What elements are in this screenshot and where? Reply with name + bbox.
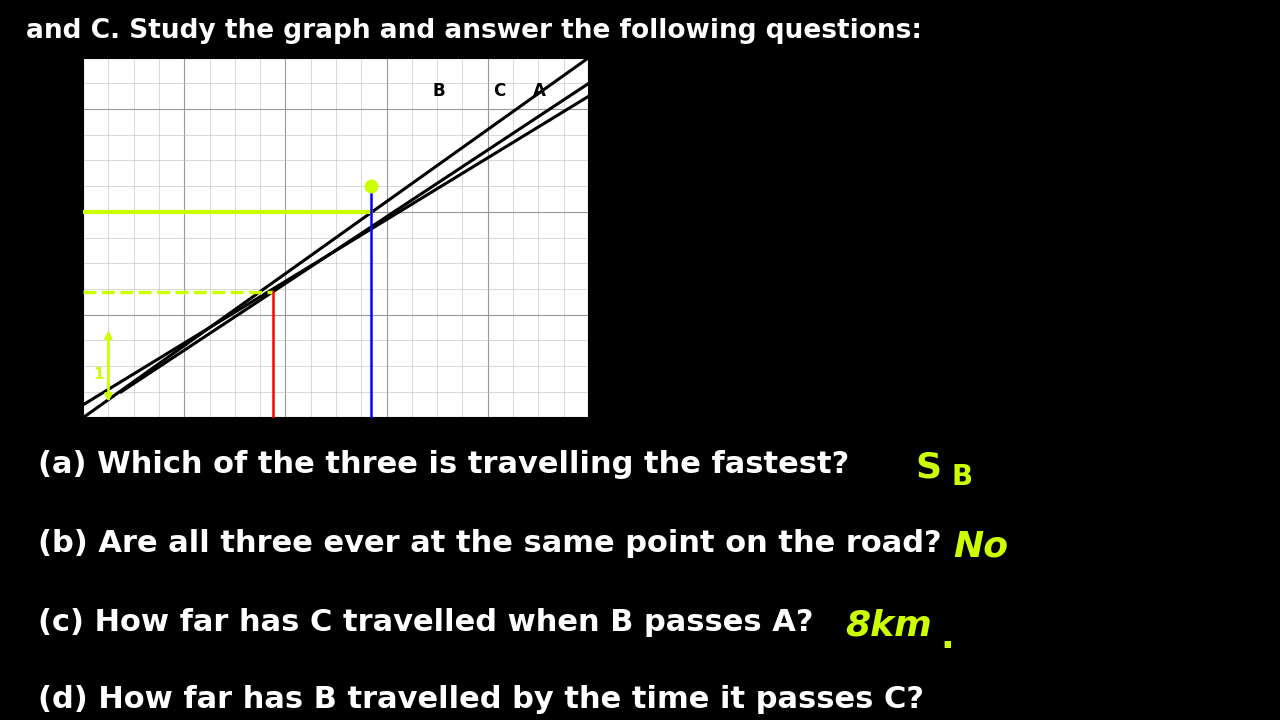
Text: (c) How far has C travelled when B passes A?: (c) How far has C travelled when B passe… bbox=[38, 608, 814, 637]
Text: A: A bbox=[534, 82, 547, 100]
Text: time (hour)—→: time (hour)—→ bbox=[268, 464, 404, 482]
Text: 8km: 8km bbox=[845, 608, 932, 642]
Text: and C. Study the graph and answer the following questions:: and C. Study the graph and answer the fo… bbox=[26, 18, 922, 44]
Text: B: B bbox=[951, 463, 973, 491]
Text: S: S bbox=[915, 450, 941, 484]
Text: .: . bbox=[941, 621, 955, 655]
Text: (d) How far has B travelled by the time it passes C?: (d) How far has B travelled by the time … bbox=[38, 685, 924, 714]
Text: C: C bbox=[493, 82, 506, 100]
Text: No: No bbox=[954, 529, 1009, 563]
Text: B: B bbox=[433, 82, 444, 100]
Text: 1: 1 bbox=[93, 367, 104, 382]
Text: distance (km): distance (km) bbox=[0, 179, 10, 297]
Text: (a) Which of the three is travelling the fastest?: (a) Which of the three is travelling the… bbox=[38, 450, 850, 479]
Text: (b) Are all three ever at the same point on the road?: (b) Are all three ever at the same point… bbox=[38, 529, 942, 558]
Text: O: O bbox=[58, 438, 70, 453]
